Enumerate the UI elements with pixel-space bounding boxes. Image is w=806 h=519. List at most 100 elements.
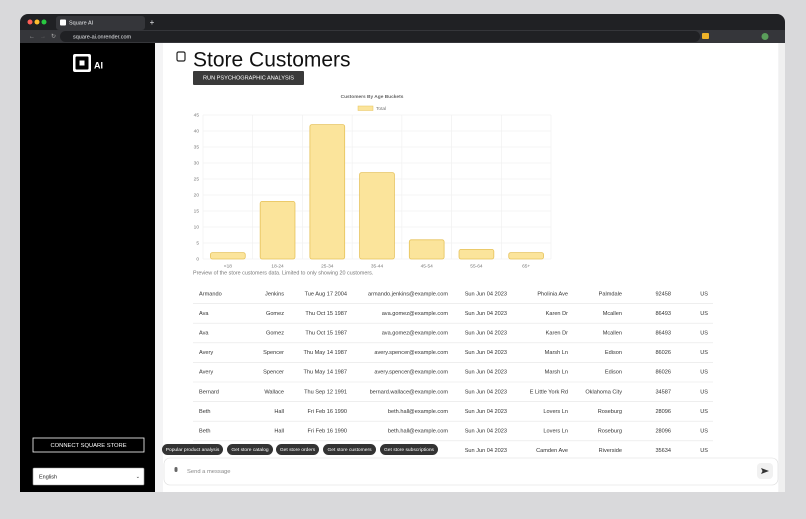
table-cell: Riverside: [599, 448, 622, 454]
table-cell: 35634: [655, 448, 671, 454]
nav-forward[interactable]: →: [40, 34, 46, 40]
table-cell: US: [700, 291, 708, 297]
bar: [508, 252, 544, 260]
table-cell: Oklahoma City: [585, 389, 622, 395]
select-caret: ⌄: [136, 474, 140, 480]
chart: 0 5 10 15 20 25 30 35 40 45 Total <18 18-24 25-34 35-4…: [194, 105, 552, 269]
table-cell: US: [700, 350, 708, 356]
table-cell: 86026: [655, 350, 671, 356]
table-cell: Fri Feb 16 1990: [308, 428, 348, 434]
sidebar: [20, 43, 155, 492]
table-cell: Sun Jun 04 2023: [465, 291, 507, 297]
table-cell: Fri Feb 16 1990: [308, 409, 348, 415]
connect-button[interactable]: [32, 437, 145, 453]
suggestion-chip[interactable]: [227, 444, 273, 455]
bar: [210, 252, 246, 260]
scrollbar: [779, 43, 785, 492]
table-cell: Lovers Ln: [543, 409, 568, 415]
table-cell: bernard.wallace@example.com: [370, 389, 449, 395]
table-cell: Lovers Ln: [543, 428, 568, 434]
table-cell: Beth: [199, 409, 211, 415]
table-cell: avery.spencer@example.com: [374, 370, 448, 376]
tab-title: Square AI: [69, 20, 94, 26]
table-cell: US: [700, 311, 708, 317]
x-tick-label: 45-54: [421, 263, 434, 269]
suggestion-label: Popular product analysis: [166, 447, 220, 453]
table-cell: Edison: [605, 350, 622, 356]
extension-icon[interactable]: [702, 33, 709, 39]
bar: [259, 200, 296, 260]
table-cell: Marsh Ln: [545, 350, 568, 356]
analysis-button-label: RUN PSYCHOGRAPHIC ANALYSIS: [203, 76, 294, 82]
suggestion-chip[interactable]: [380, 444, 438, 455]
table-cell: US: [700, 428, 708, 434]
table-cell: Spencer: [263, 350, 284, 356]
tab-icon: [60, 19, 66, 26]
table-cell: Spencer: [263, 370, 284, 376]
y-tick-label: 30: [194, 160, 200, 166]
x-tick-label: 35-44: [371, 263, 384, 269]
table-cell: Mcallen: [603, 330, 622, 336]
table-cell: Palmdale: [599, 291, 622, 297]
language-select[interactable]: [32, 467, 145, 486]
tab[interactable]: [56, 16, 145, 30]
table-cell: Roseburg: [598, 428, 622, 434]
table-cell: Jenkins: [265, 291, 284, 297]
table-cell: Armando: [199, 291, 222, 297]
table-cell: Sun Jun 04 2023: [465, 409, 507, 415]
table-cell: Karen Dr: [546, 311, 569, 317]
table-cell: Bernard: [199, 389, 219, 395]
omnibox[interactable]: [60, 31, 700, 42]
analysis-button[interactable]: [193, 71, 304, 85]
customers-table: Armando Jenkins Tue Aug 17 2004 armando.jen…: [193, 284, 713, 461]
table-cell: Roseburg: [598, 409, 622, 415]
zoom-dot[interactable]: [41, 19, 47, 25]
table-cell: armando.jenkins@example.com: [368, 291, 448, 297]
nav-back[interactable]: ←: [29, 34, 35, 40]
table-cell: Pholinia Ave: [537, 291, 568, 297]
table-cell: Sun Jun 04 2023: [465, 370, 507, 376]
title-icon: [176, 51, 186, 62]
table-cell: ava.gomez@example.com: [382, 330, 449, 336]
close-dot[interactable]: [27, 19, 33, 25]
minimize-dot[interactable]: [34, 19, 40, 25]
table-cell: Ava: [199, 330, 209, 336]
suggestion-chip[interactable]: [323, 444, 376, 455]
table-cell: beth.hall@example.com: [388, 428, 448, 434]
reload[interactable]: ↻: [51, 33, 56, 40]
suggestion-label: Get store subscriptions: [384, 447, 435, 453]
y-tick-label: 15: [194, 208, 200, 214]
table-cell: 28096: [655, 428, 671, 434]
table-cell: Gomez: [266, 330, 284, 336]
table-cell: Thu May 14 1987: [303, 370, 347, 376]
table-cell: 34587: [655, 389, 671, 395]
table-cell: 92458: [655, 291, 671, 297]
table-cell: US: [700, 409, 708, 415]
table-cell: Thu Oct 15 1987: [305, 330, 347, 336]
y-tick-label: 25: [194, 176, 200, 182]
language-label: English: [39, 474, 57, 480]
suggestion-chip[interactable]: [276, 444, 319, 455]
composer[interactable]: [163, 457, 779, 486]
y-tick-label: 10: [194, 224, 200, 230]
table-cell: 86026: [655, 370, 671, 376]
mic-icon[interactable]: [174, 467, 178, 472]
profile-icon[interactable]: [761, 33, 769, 40]
table-cell: Karen Dr: [546, 330, 569, 336]
suggestion-label: Get store orders: [280, 447, 316, 453]
table-cell: E Little York Rd: [530, 389, 568, 395]
table-cell: Marsh Ln: [545, 370, 568, 376]
table-cell: 28096: [655, 409, 671, 415]
suggestion-chip[interactable]: [162, 444, 223, 455]
table-cell: Sun Jun 04 2023: [465, 330, 507, 336]
x-tick-label: <18: [224, 263, 232, 269]
x-tick-label: 18-24: [271, 263, 284, 269]
legend-label: Total: [376, 106, 386, 112]
chart-title: Customers By Age Buckets: [341, 94, 404, 100]
new-tab[interactable]: +: [150, 18, 155, 27]
bar: [359, 172, 395, 260]
table-cell: US: [700, 448, 708, 454]
url: square-ai.onrender.com: [73, 34, 132, 40]
table-cell: Sun Jun 04 2023: [465, 428, 507, 434]
